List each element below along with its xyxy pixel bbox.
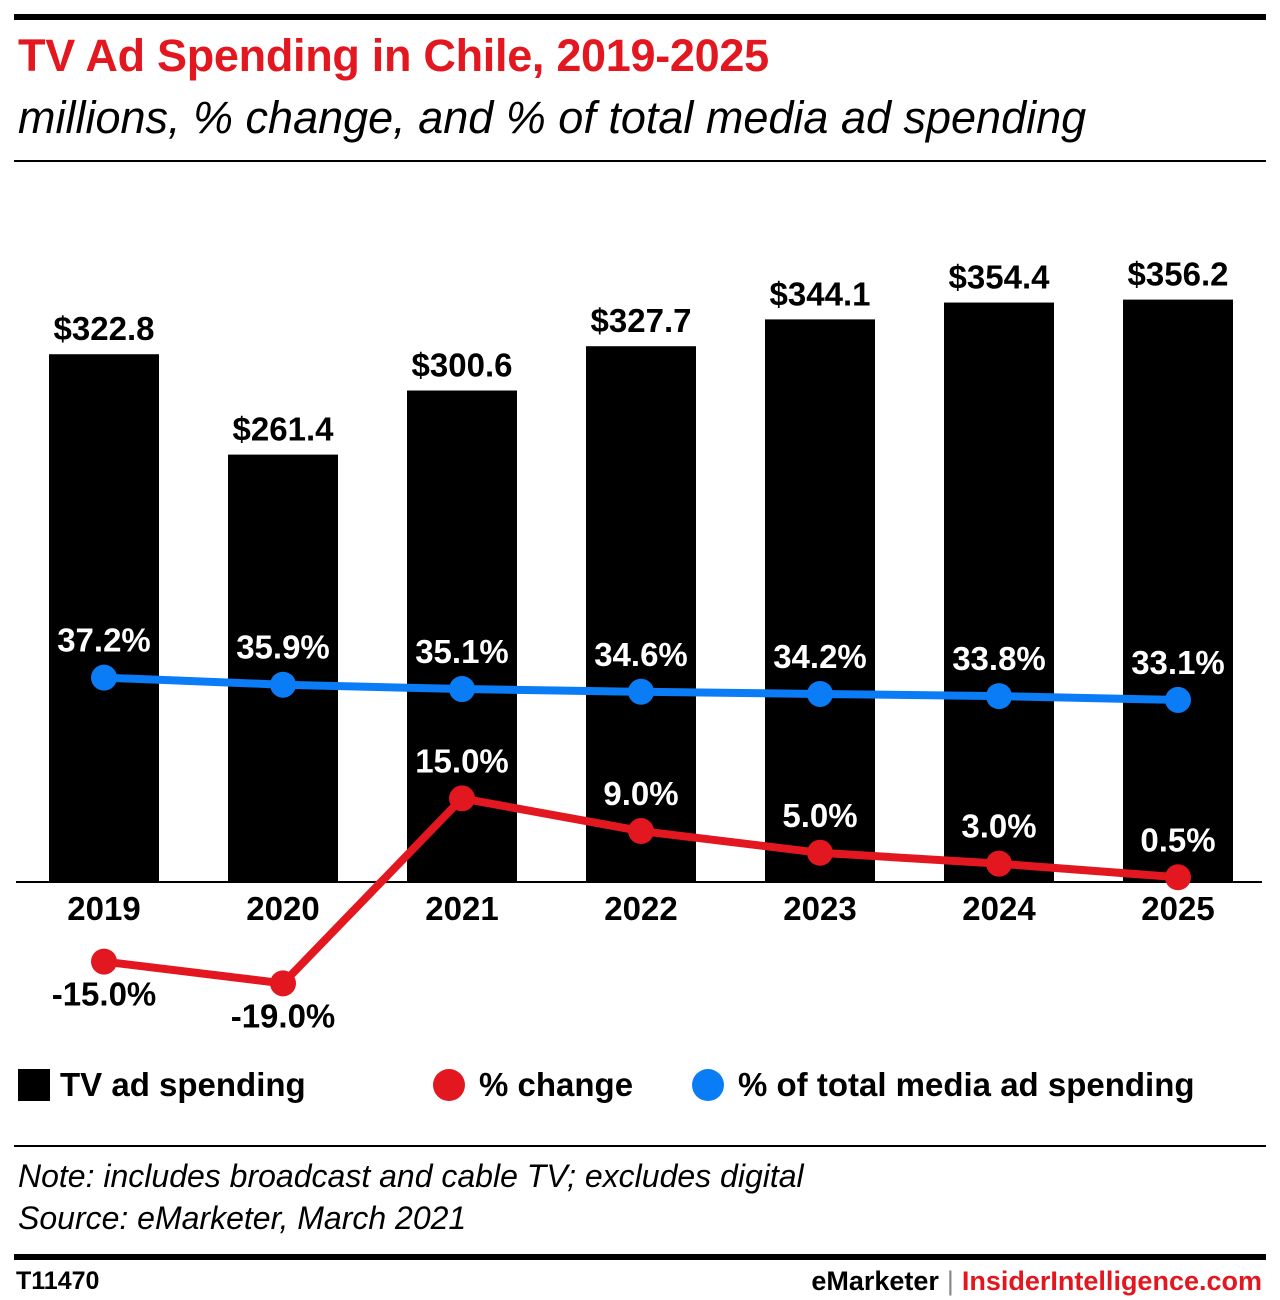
legend-label-spending: TV ad spending [60, 1066, 306, 1103]
x-tick-label: 2020 [246, 890, 319, 927]
change-point [270, 970, 296, 997]
change-point [807, 839, 833, 866]
share-point [986, 683, 1012, 710]
bar-value-label: $327.7 [591, 302, 692, 339]
bar [944, 302, 1054, 882]
chart-id: T11470 [16, 1267, 100, 1295]
chart: $322.8 $261.4 $300.6 $327.7 $344.1 $354.4 $356… [16, 256, 1262, 1034]
x-tick-label: 2025 [1141, 890, 1214, 927]
change-point [986, 850, 1012, 877]
bar-value-label: $354.4 [949, 259, 1051, 296]
footer-divider [14, 1145, 1266, 1147]
bar [586, 346, 696, 882]
bar-value-label: $261.4 [233, 411, 335, 448]
bar-value-label: $344.1 [770, 275, 871, 312]
x-tick-label: 2021 [425, 890, 498, 927]
x-tick-label: 2023 [783, 890, 856, 927]
bar-value-label: $300.6 [412, 347, 513, 384]
top-rule [14, 14, 1266, 20]
bottom-rule [14, 1254, 1266, 1260]
change-data-label: 9.0% [603, 775, 678, 812]
legend-label-change: % change [479, 1066, 634, 1103]
change-data-label: -15.0% [52, 976, 157, 1013]
share-point [807, 680, 833, 707]
legend-swatch-change [433, 1069, 465, 1101]
brand-credit: eMarketer | InsiderIntelligence.com [811, 1266, 1262, 1297]
brand-insider-intelligence[interactable]: InsiderIntelligence.com [961, 1266, 1262, 1296]
share-data-label: 35.9% [236, 629, 330, 666]
legend: TV ad spending % change % of total media… [18, 1066, 1262, 1110]
bar-value-label: $356.2 [1128, 256, 1229, 293]
bar-value-label: $322.8 [54, 310, 155, 347]
brand-separator: | [946, 1266, 954, 1296]
chart-source: Source: eMarketer, March 2021 [18, 1200, 467, 1236]
chart-note: Note: includes broadcast and cable TV; e… [18, 1158, 804, 1194]
share-point [270, 671, 296, 698]
legend-label-share: % of total media ad spending [738, 1066, 1195, 1103]
x-tick-label: 2019 [67, 890, 140, 927]
change-data-label: 3.0% [961, 808, 1036, 845]
legend-swatch-share [692, 1069, 724, 1101]
change-point [449, 785, 475, 812]
change-data-label: 15.0% [415, 742, 509, 779]
bar [1123, 299, 1233, 882]
header-divider [14, 160, 1266, 162]
share-point [628, 678, 654, 705]
legend-item-share: % of total media ad spending [692, 1066, 1195, 1104]
change-data-label: -19.0% [231, 997, 336, 1034]
legend-swatch-spending [18, 1069, 50, 1101]
change-point [628, 818, 654, 845]
share-data-label: 37.2% [57, 622, 151, 659]
change-data-label: 5.0% [782, 797, 857, 834]
share-data-label: 35.1% [415, 633, 509, 670]
x-tick-label: 2024 [962, 890, 1036, 927]
share-data-label: 33.1% [1131, 644, 1225, 681]
share-data-label: 34.6% [594, 636, 688, 673]
share-point [449, 676, 475, 703]
share-data-label: 33.8% [952, 640, 1046, 677]
bar [49, 354, 159, 882]
chart-title: TV Ad Spending in Chile, 2019-2025 [18, 30, 769, 81]
change-data-label: 0.5% [1140, 821, 1215, 858]
share-point [91, 664, 117, 691]
share-point [1165, 686, 1191, 713]
bar [228, 454, 338, 882]
bar [765, 319, 875, 883]
chart-subtitle: millions, % change, and % of total media… [18, 92, 1087, 143]
share-data-label: 34.2% [773, 638, 867, 675]
brand-emarketer: eMarketer [811, 1266, 939, 1296]
legend-item-spending: TV ad spending [18, 1066, 306, 1104]
change-point [91, 948, 117, 975]
x-tick-label: 2022 [604, 890, 677, 927]
change-point [1165, 864, 1191, 891]
legend-item-change: % change [433, 1066, 633, 1104]
